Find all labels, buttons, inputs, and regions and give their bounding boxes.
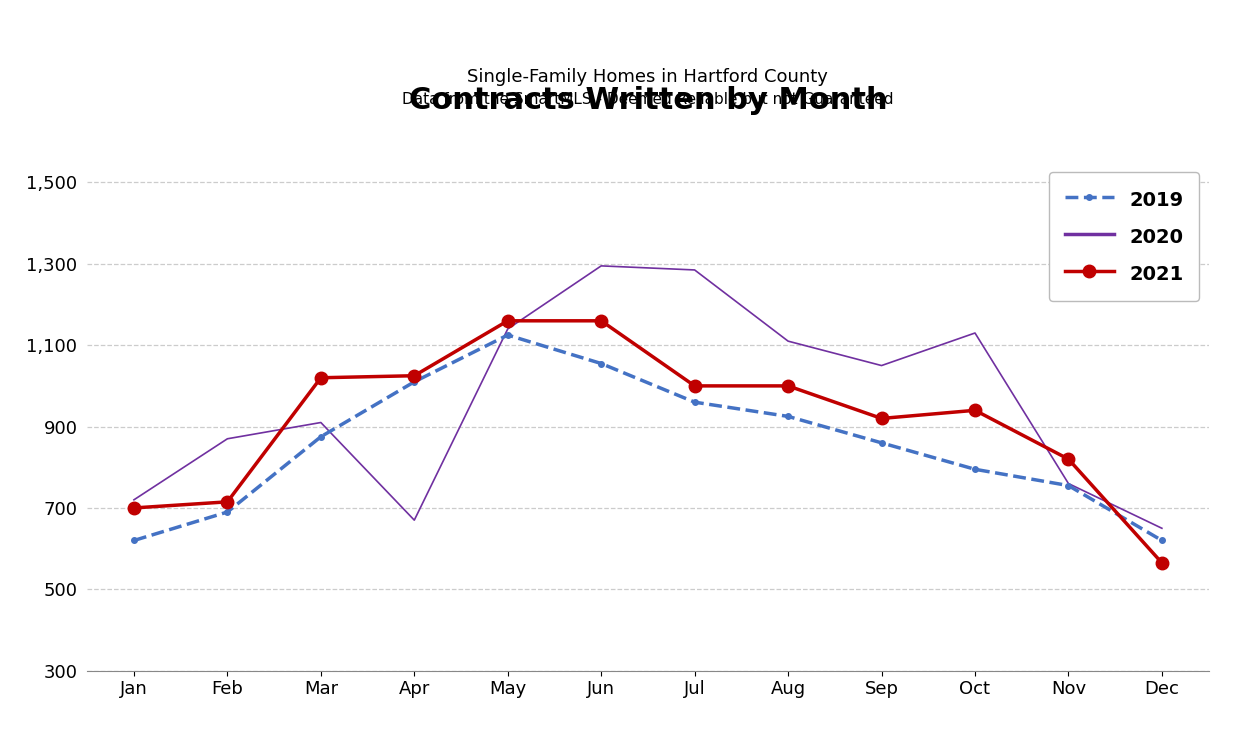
2020 — [688, 265, 703, 274]
2021 — [127, 503, 142, 512]
2019 — [873, 439, 888, 447]
2021 — [500, 316, 516, 325]
2021 — [967, 406, 982, 415]
2020 — [1154, 524, 1169, 533]
2019 — [780, 412, 795, 421]
2021 — [1154, 559, 1169, 567]
2020 — [219, 434, 234, 443]
2021 — [593, 316, 608, 325]
2019 — [1154, 536, 1169, 545]
2020 — [313, 418, 328, 427]
2019 — [313, 433, 328, 441]
2019 — [406, 377, 421, 386]
2020 — [1060, 479, 1075, 488]
2019 — [688, 398, 703, 407]
2019 — [593, 359, 608, 368]
2020 — [780, 337, 795, 346]
2021 — [873, 414, 888, 423]
2020 — [967, 329, 982, 338]
Legend: 2019, 2020, 2021: 2019, 2020, 2021 — [1049, 172, 1199, 301]
2021 — [219, 497, 234, 506]
2019 — [1060, 481, 1075, 490]
2021 — [313, 374, 328, 383]
2019 — [500, 331, 516, 340]
2019 — [219, 508, 234, 517]
2021 — [1060, 455, 1075, 464]
2020 — [406, 516, 421, 525]
Text: Single-Family Homes in Hartford County: Single-Family Homes in Hartford County — [467, 69, 829, 86]
Line: 2019: 2019 — [128, 329, 1168, 546]
2019 — [127, 536, 142, 545]
2021 — [688, 382, 703, 391]
Line: 2021: 2021 — [127, 315, 1169, 569]
2021 — [780, 382, 795, 391]
Line: 2020: 2020 — [135, 266, 1161, 528]
Text: Data from the SmartMLS - Deemed Reliable but not Guaranteed: Data from the SmartMLS - Deemed Reliable… — [402, 92, 893, 107]
2020 — [593, 262, 608, 270]
2020 — [127, 495, 142, 504]
Title: Contracts Written by Month: Contracts Written by Month — [409, 86, 887, 116]
2020 — [873, 361, 888, 370]
2021 — [406, 371, 421, 380]
2019 — [967, 465, 982, 474]
2020 — [500, 324, 516, 333]
